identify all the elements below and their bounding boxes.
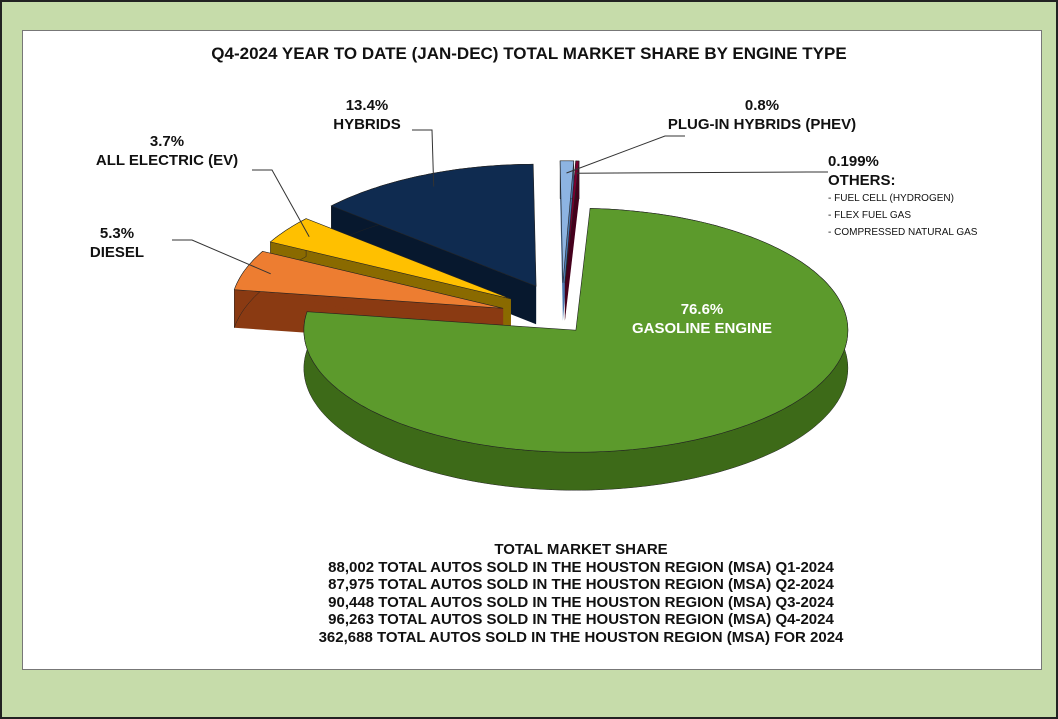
- value-label: 0.8%: [744, 97, 780, 114]
- footer-line: 90,448 TOTAL AUTOS SOLD IN THE HOUSTON R…: [328, 593, 834, 611]
- slice: [559, 160, 575, 283]
- value-label: 0.199%: [828, 153, 879, 170]
- slice-side: [564, 161, 580, 321]
- category-label: PLUG-IN HYBRIDS (PHEV): [667, 116, 857, 133]
- note: - COMPRESSED NATURAL GAS: [828, 227, 978, 238]
- slice: [564, 160, 580, 283]
- value-label: 13.4%: [345, 97, 389, 114]
- footer-line: TOTAL MARKET SHARE: [494, 541, 668, 558]
- data-label: 0.199% OTHERS: - FUEL CELL (HYDROGEN) - FLE…: [828, 152, 1028, 241]
- leader-line: [252, 169, 310, 237]
- chart-title: Q4-2024 YEAR TO DATE (JAN-DEC) TOTAL MAR…: [211, 44, 847, 63]
- footer-line: 362,688 TOTAL AUTOS SOLD IN THE HOUSTON …: [318, 628, 844, 646]
- data-label: 5.3% DIESEL: [62, 224, 172, 262]
- data-label: 13.4% HYBRIDS: [302, 96, 432, 134]
- data-label: 0.8% PLUG-IN HYBRIDS (PHEV): [662, 96, 862, 134]
- category-label: ALL ELECTRIC (EV): [95, 152, 239, 169]
- slice: [303, 208, 849, 453]
- value-label: 3.7%: [149, 133, 185, 150]
- leader-line: [576, 171, 828, 174]
- note: - FUEL CELL (HYDROGEN): [828, 193, 954, 204]
- value-label: 5.3%: [99, 225, 135, 242]
- category-label: GASOLINE ENGINE: [631, 320, 773, 337]
- data-label: 3.7% ALL ELECTRIC (EV): [72, 132, 262, 170]
- category-label: OTHERS:: [828, 172, 896, 189]
- footer-line: 96,263 TOTAL AUTOS SOLD IN THE HOUSTON R…: [328, 611, 834, 628]
- slice: [233, 250, 504, 309]
- note: - FLEX FUEL GAS: [828, 210, 911, 221]
- footer: TOTAL MARKET SHARE 88,002 TOTAL AUTOS SOL…: [2, 541, 1056, 646]
- footer-line: 87,975 TOTAL AUTOS SOLD IN THE HOUSTON R…: [328, 576, 834, 593]
- leader-line: [172, 239, 271, 275]
- category-label: HYBRIDS: [333, 116, 401, 133]
- slice: [330, 163, 537, 287]
- slice: [269, 218, 512, 300]
- leader-line: [566, 135, 685, 174]
- footer-line: 88,002 TOTAL AUTOS SOLD IN THE HOUSTON R…: [328, 558, 834, 576]
- category-label: DIESEL: [89, 244, 145, 261]
- leader-line: [412, 129, 435, 187]
- value-label: 76.6%: [680, 301, 724, 318]
- data-label: 76.6% GASOLINE ENGINE: [602, 300, 802, 338]
